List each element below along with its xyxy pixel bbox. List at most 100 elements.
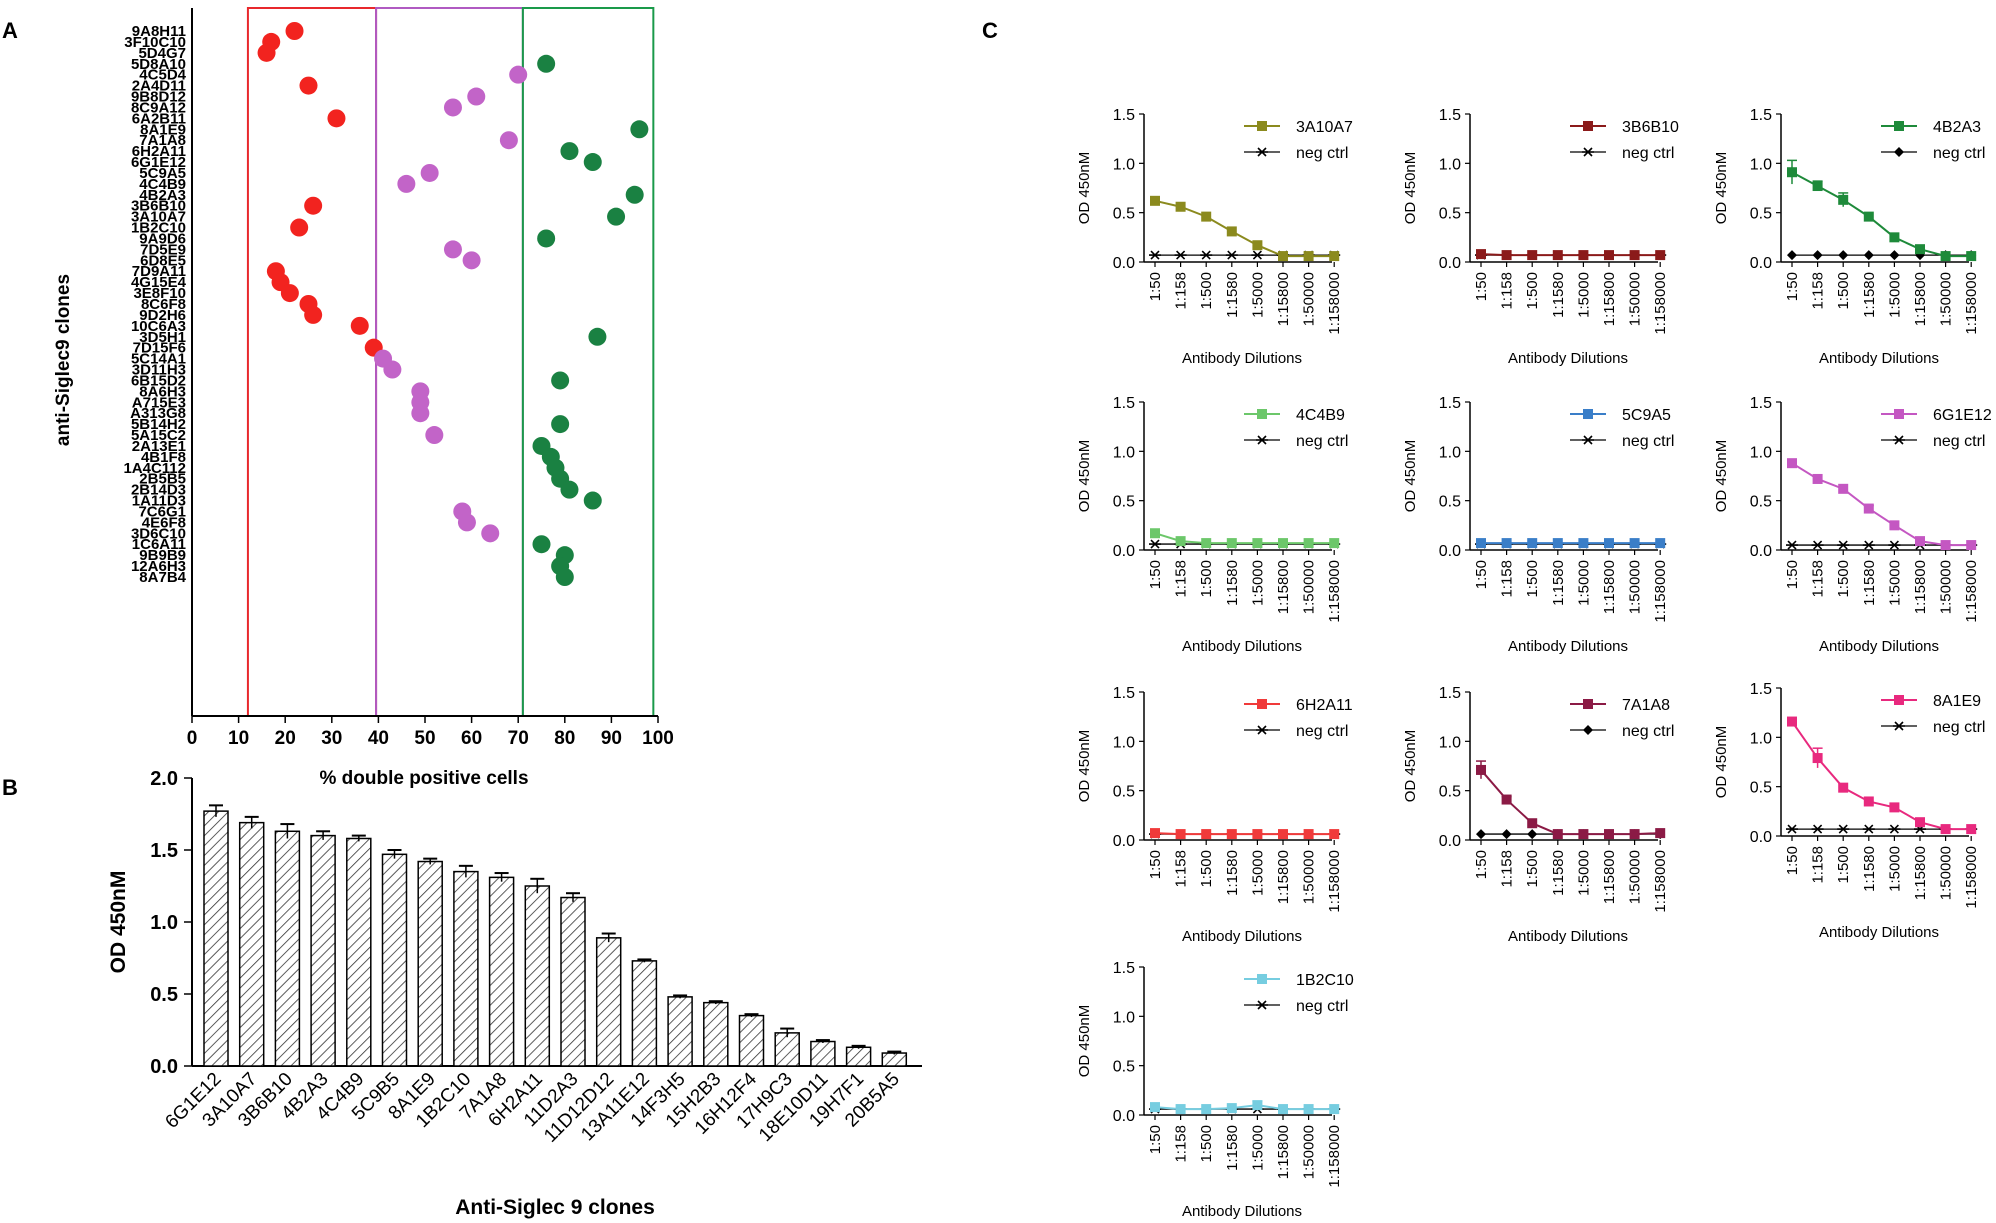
x-tick-label-90: 90 bbox=[601, 728, 622, 749]
y-tick-label-1.5: 1.5 bbox=[1113, 960, 1135, 977]
y-tick-label-0.5: 0.5 bbox=[1439, 494, 1461, 511]
y-tick-label-1.5: 1.5 bbox=[1750, 681, 1772, 698]
point-3d6c10 bbox=[481, 524, 500, 543]
bar-5c9b5 bbox=[381, 853, 408, 1067]
bar-14f3h5 bbox=[667, 996, 693, 1067]
clone-label-6h2a11: 6H2A11 bbox=[132, 143, 186, 160]
y-tick-label-0.5: 0.5 bbox=[1113, 494, 1135, 511]
x-tick-label-1-500: 1:500 bbox=[1524, 560, 1541, 598]
point-9b8d12 bbox=[467, 87, 486, 106]
point-5c9a5 bbox=[420, 163, 439, 182]
legend-label-series: 7A1A8 bbox=[1622, 697, 1670, 714]
y-axis-title: OD 450nM bbox=[1076, 152, 1093, 225]
point-7d5e9 bbox=[443, 240, 462, 259]
clone-label-3b6b10: 3B6B10 bbox=[131, 198, 186, 215]
x-tick-label-1-50000: 1:50000 bbox=[1301, 560, 1318, 614]
legend-label-neg: neg ctrl bbox=[1933, 433, 1985, 450]
y-axis-title: OD 450nM bbox=[1076, 1005, 1093, 1078]
data-point-2 bbox=[1527, 818, 1538, 829]
data-point-4 bbox=[1252, 240, 1263, 251]
legend-marker-series bbox=[1583, 121, 1593, 131]
subplot-4b2a3: 0.0 0.5 1.0 1.5 OD 450nM 1:50 1:158 1:500 1:1580… bbox=[1713, 107, 1985, 367]
legend-label-series: 4C4B9 bbox=[1296, 407, 1345, 424]
point-5a15c2 bbox=[425, 426, 444, 445]
y-axis-title: OD 450nM bbox=[107, 871, 130, 974]
x-tick-label-1-158: 1:158 bbox=[1173, 850, 1190, 888]
neg-ctrl-point-0 bbox=[1149, 539, 1161, 549]
x-tick-label-1-500: 1:500 bbox=[1198, 850, 1215, 888]
x-tick-label-70: 70 bbox=[508, 728, 529, 749]
x-tick-label-1-1580: 1:1580 bbox=[1550, 560, 1567, 606]
x-tick-label-1-50: 1:50 bbox=[1784, 560, 1801, 589]
x-tick-label-1-5000: 1:5000 bbox=[1249, 850, 1266, 896]
neg-ctrl-point-4 bbox=[1888, 824, 1901, 834]
point-9a9d6 bbox=[537, 229, 556, 248]
bar-16h12f4 bbox=[738, 1014, 765, 1067]
data-point-3 bbox=[1552, 250, 1563, 261]
x-tick-label-1-158000: 1:158000 bbox=[1326, 1125, 1343, 1188]
y-tick-label-0.0: 0.0 bbox=[1439, 255, 1461, 272]
neg-ctrl-point-1 bbox=[1501, 829, 1512, 840]
clone-label-3e8f10: 3E8F10 bbox=[133, 285, 186, 302]
data-point-2 bbox=[1201, 829, 1212, 840]
clone-label-4e6f8: 4E6F8 bbox=[142, 514, 186, 531]
legend-marker-neg bbox=[1582, 147, 1594, 157]
x-tick-label-1-5000: 1:5000 bbox=[1249, 1125, 1266, 1171]
data-point-4 bbox=[1578, 829, 1589, 840]
clone-label-5b14h2: 5B14H2 bbox=[131, 416, 186, 433]
data-point-6 bbox=[1940, 540, 1951, 551]
y-tick-label-0.0: 0.0 bbox=[1113, 543, 1135, 560]
clone-label-4c4b9: 4C4B9 bbox=[139, 176, 186, 193]
point-6h2a11 bbox=[560, 142, 579, 161]
clone-label-a715e3: A715E3 bbox=[132, 394, 186, 411]
y-tick-label-1.5: 1.5 bbox=[1750, 107, 1772, 124]
x-tick-label-1-500: 1:500 bbox=[1198, 560, 1215, 598]
x-tick-label-1-50000: 1:50000 bbox=[1938, 846, 1955, 900]
legend-marker-neg bbox=[1583, 725, 1593, 735]
chart-a-clone-scatter: 0 10 20 30 40 50 60 70 80 90 100 % double positive … bbox=[53, 7, 674, 789]
x-tick-label-1-158: 1:158 bbox=[1499, 850, 1516, 888]
x-tick-label-1-15800: 1:15800 bbox=[1912, 272, 1929, 326]
x-tick-label-1-15800: 1:15800 bbox=[1275, 1125, 1292, 1179]
point-6a2b11 bbox=[327, 109, 346, 128]
data-point-0 bbox=[1476, 538, 1486, 549]
point-8c9a12 bbox=[443, 98, 462, 117]
clone-label-5c14a1: 5C14A1 bbox=[131, 351, 186, 368]
clone-label-5d8a10: 5D8A10 bbox=[131, 56, 186, 73]
point-10c6a3 bbox=[350, 316, 369, 335]
clone-label-1c6a11: 1C6A11 bbox=[132, 536, 186, 553]
point-2a4d11 bbox=[299, 76, 318, 95]
x-tick-label-1-1580: 1:1580 bbox=[1550, 850, 1567, 896]
x-tick-label-1-500: 1:500 bbox=[1835, 560, 1852, 598]
legend-label-series: 8A1E9 bbox=[1933, 693, 1981, 710]
data-point-5 bbox=[1278, 829, 1288, 840]
x-tick-label-1-500: 1:500 bbox=[1524, 850, 1541, 888]
neg-ctrl-point-1 bbox=[1174, 250, 1187, 260]
x-tick-label-10: 10 bbox=[228, 728, 249, 749]
legend-label-series: 1B2C10 bbox=[1296, 972, 1354, 989]
data-point-6 bbox=[1629, 829, 1640, 840]
x-tick-label-30: 30 bbox=[321, 728, 342, 749]
clone-label-5a15c2: 5A15C2 bbox=[131, 427, 186, 444]
point-8a1e9 bbox=[630, 120, 649, 139]
region-box-3 bbox=[521, 7, 655, 717]
point-3d5h1 bbox=[588, 327, 607, 346]
point-a313g8 bbox=[411, 404, 430, 423]
clone-label-8a6h3: 8A6H3 bbox=[139, 383, 186, 400]
legend-label-neg: neg ctrl bbox=[1296, 145, 1348, 162]
clone-label-8c9a12: 8C9A12 bbox=[131, 99, 186, 116]
data-point-3 bbox=[1863, 211, 1874, 222]
data-point-1 bbox=[1501, 250, 1512, 261]
clone-label-3f10c10: 3F10C10 bbox=[124, 34, 186, 51]
data-point-1 bbox=[1812, 181, 1823, 192]
data-point-1 bbox=[1175, 201, 1186, 212]
point-5d4g7 bbox=[257, 43, 276, 62]
y-axis-title: OD 450nM bbox=[1402, 152, 1419, 225]
point-6d8e5 bbox=[462, 251, 481, 270]
x-tick-label-1-158: 1:158 bbox=[1173, 560, 1190, 598]
point-4c5d4 bbox=[509, 65, 528, 84]
data-point-3 bbox=[1552, 829, 1563, 840]
panel-label-a: A bbox=[2, 18, 18, 43]
data-point-3 bbox=[1226, 829, 1237, 840]
